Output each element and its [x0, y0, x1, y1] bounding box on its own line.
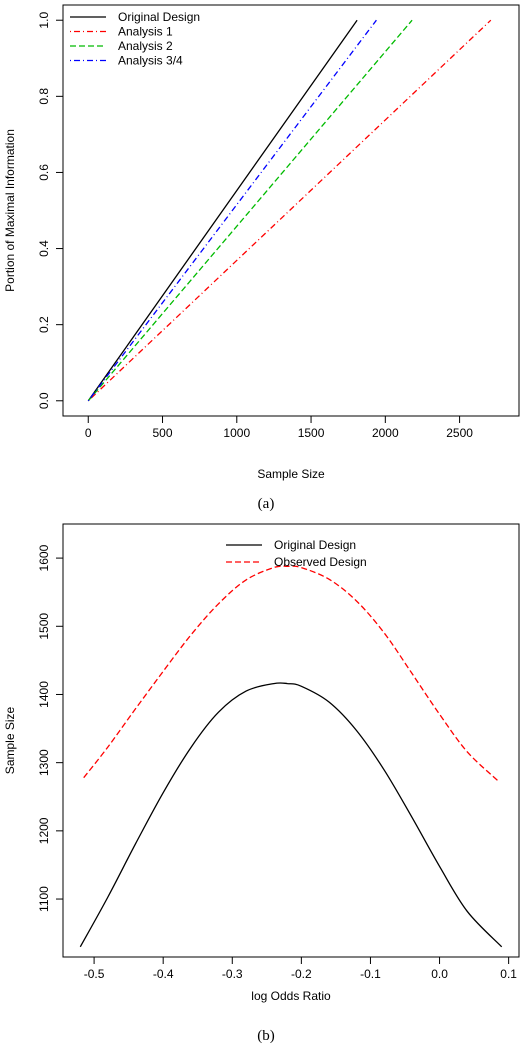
y-tick-label: 1600 — [37, 544, 51, 571]
series-line-1 — [79, 682, 503, 948]
series-line-2 — [83, 565, 499, 782]
x-tick-label: 0 — [85, 426, 92, 440]
plot-frame — [62, 523, 520, 958]
y-axis-label: Portion of Maximal Information — [3, 129, 17, 292]
x-tick-label: -0.4 — [153, 967, 174, 981]
x-tick-label: 1000 — [223, 426, 250, 440]
series-line-3 — [87, 19, 413, 402]
legend-label: Observed Design — [274, 555, 367, 569]
panel-label: (a) — [258, 496, 275, 512]
legend-label: Analysis 3/4 — [118, 54, 183, 68]
x-tick-label: 2000 — [372, 426, 399, 440]
x-tick-label: 1500 — [298, 426, 325, 440]
y-tick-label: 0.2 — [37, 316, 51, 333]
x-tick-label: -0.2 — [291, 967, 312, 981]
y-tick-label: 0.8 — [37, 88, 51, 105]
plot-frame — [62, 4, 520, 417]
y-tick-label: 1200 — [37, 817, 51, 844]
x-tick-label: -0.1 — [360, 967, 381, 981]
y-tick-label: 0.6 — [37, 164, 51, 181]
x-tick-label: 0.0 — [431, 967, 448, 981]
legend-label: Original Design — [274, 538, 356, 552]
series-line-1 — [87, 19, 358, 402]
legend-label: Analysis 2 — [118, 39, 173, 53]
x-axis-label: log Odds Ratio — [251, 989, 331, 1003]
legend-label: Analysis 1 — [118, 25, 173, 39]
x-tick-label: -0.5 — [84, 967, 105, 981]
x-tick-label: 0.1 — [500, 967, 517, 981]
y-tick-label: 1100 — [37, 886, 51, 912]
y-tick-label: 1300 — [37, 749, 51, 776]
x-tick-label: -0.3 — [222, 967, 243, 981]
x-tick-label: 2500 — [446, 426, 473, 440]
y-tick-label: 0.4 — [37, 240, 51, 257]
y-tick-label: 1.0 — [37, 12, 51, 29]
legend-label: Original Design — [118, 10, 200, 24]
y-axis-label: Sample Size — [3, 706, 17, 774]
y-tick-label: 0.0 — [37, 392, 51, 409]
series-line-2 — [87, 19, 492, 402]
y-tick-label: 1500 — [37, 613, 51, 640]
x-tick-label: 500 — [153, 426, 173, 440]
y-tick-label: 1400 — [37, 681, 51, 708]
panel-label: (b) — [257, 1028, 275, 1044]
series-line-4 — [87, 19, 377, 402]
x-axis-label: Sample Size — [257, 467, 325, 481]
